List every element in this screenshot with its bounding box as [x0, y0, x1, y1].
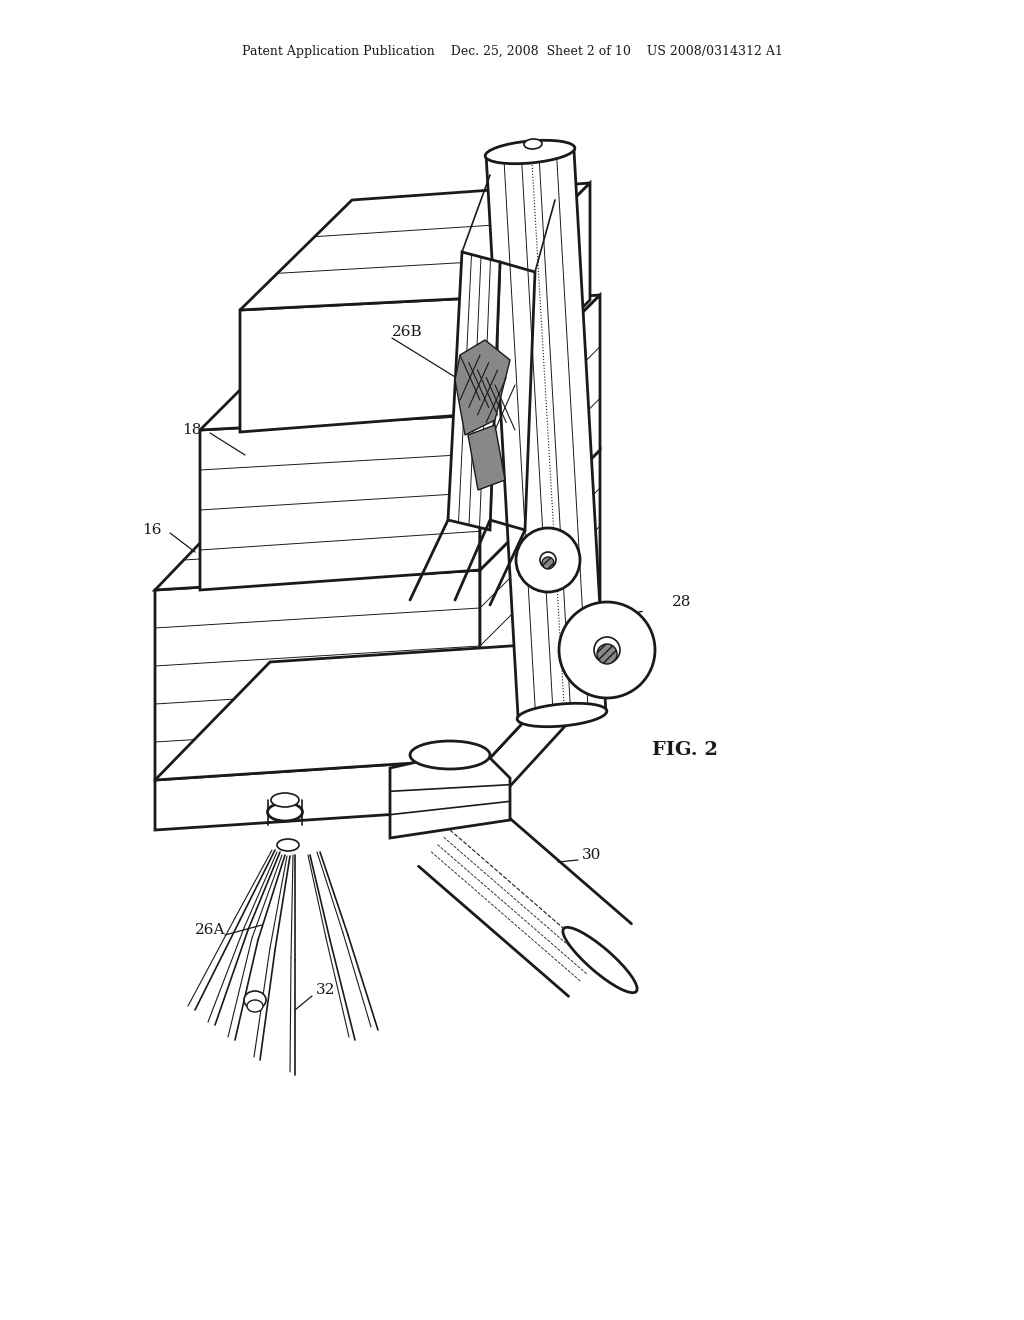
Ellipse shape	[271, 793, 299, 807]
Polygon shape	[155, 758, 490, 830]
Polygon shape	[480, 294, 600, 570]
Polygon shape	[200, 294, 600, 430]
Polygon shape	[490, 640, 600, 808]
Polygon shape	[486, 149, 606, 718]
Text: 18: 18	[182, 422, 202, 437]
Ellipse shape	[597, 644, 617, 664]
Polygon shape	[200, 414, 480, 590]
Ellipse shape	[563, 927, 637, 993]
Ellipse shape	[594, 638, 620, 663]
Ellipse shape	[485, 140, 574, 164]
Text: 16: 16	[142, 523, 162, 537]
Polygon shape	[468, 425, 505, 490]
Ellipse shape	[278, 840, 299, 851]
Ellipse shape	[542, 557, 554, 569]
Text: 32: 32	[316, 983, 336, 997]
Polygon shape	[475, 183, 590, 414]
Polygon shape	[155, 570, 480, 780]
Polygon shape	[480, 450, 600, 760]
Text: 28: 28	[672, 595, 691, 609]
Polygon shape	[390, 748, 510, 838]
Ellipse shape	[410, 741, 490, 770]
Text: 26B: 26B	[392, 325, 423, 339]
Ellipse shape	[524, 139, 542, 149]
Text: Patent Application Publication    Dec. 25, 2008  Sheet 2 of 10    US 2008/031431: Patent Application Publication Dec. 25, …	[242, 45, 782, 58]
Polygon shape	[240, 298, 475, 432]
Polygon shape	[155, 450, 600, 590]
Text: 30: 30	[582, 847, 601, 862]
Ellipse shape	[267, 803, 302, 821]
Ellipse shape	[516, 528, 580, 591]
Ellipse shape	[517, 704, 607, 727]
Polygon shape	[455, 341, 510, 436]
Text: FIG. 2: FIG. 2	[652, 741, 718, 759]
Polygon shape	[240, 183, 590, 310]
Polygon shape	[155, 640, 600, 780]
Ellipse shape	[244, 991, 266, 1008]
Text: 26A: 26A	[195, 923, 225, 937]
Ellipse shape	[559, 602, 655, 698]
Ellipse shape	[540, 552, 556, 568]
Polygon shape	[490, 261, 535, 531]
Ellipse shape	[247, 1001, 263, 1012]
Polygon shape	[449, 252, 500, 531]
